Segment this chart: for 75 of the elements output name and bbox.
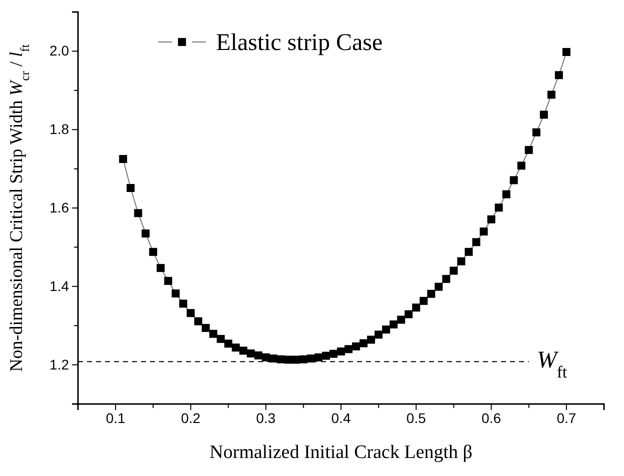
point bbox=[186, 309, 195, 318]
point bbox=[276, 355, 285, 364]
x-tick-label: 0.2 bbox=[180, 410, 201, 426]
point bbox=[164, 276, 172, 285]
point bbox=[412, 304, 420, 312]
y-tick-label: 2.0 bbox=[50, 42, 70, 59]
point bbox=[134, 209, 142, 218]
point bbox=[306, 354, 315, 363]
point bbox=[427, 290, 436, 298]
point bbox=[502, 190, 510, 198]
point bbox=[547, 90, 556, 99]
x-tick-label: 0.4 bbox=[331, 410, 351, 426]
point bbox=[532, 128, 540, 136]
x-tick-label: 0.5 bbox=[406, 410, 426, 426]
y-tick-label: 1.6 bbox=[50, 199, 70, 216]
point bbox=[442, 274, 450, 283]
point bbox=[352, 342, 360, 350]
y-tick-label: 1.8 bbox=[50, 121, 70, 138]
point bbox=[457, 257, 466, 266]
point bbox=[232, 344, 240, 352]
x-tick-label: 0.1 bbox=[106, 410, 126, 426]
point bbox=[337, 347, 345, 356]
point bbox=[397, 316, 406, 324]
point bbox=[480, 228, 488, 236]
point bbox=[209, 330, 218, 338]
point bbox=[292, 356, 300, 364]
point bbox=[562, 48, 570, 56]
point bbox=[420, 296, 428, 305]
point bbox=[540, 110, 548, 119]
point bbox=[119, 155, 128, 163]
point bbox=[494, 204, 503, 212]
point bbox=[524, 146, 533, 154]
ref-line-label: W$_{ft}$ bbox=[536, 348, 568, 382]
point bbox=[450, 266, 458, 275]
point bbox=[142, 229, 150, 238]
point bbox=[269, 354, 278, 363]
point bbox=[390, 320, 398, 328]
legend-label: Elastic strip Case bbox=[216, 30, 383, 56]
point bbox=[284, 356, 292, 364]
point bbox=[202, 324, 210, 332]
x-tick-label: 0.3 bbox=[256, 410, 276, 426]
point bbox=[246, 349, 255, 358]
point bbox=[434, 282, 443, 291]
x-axis-title: Normalized Initial Crack Length β bbox=[210, 442, 472, 463]
point bbox=[472, 238, 480, 246]
point bbox=[224, 340, 232, 348]
x-tick-label: 0.7 bbox=[556, 410, 576, 426]
point bbox=[404, 310, 413, 318]
point bbox=[156, 264, 165, 272]
point bbox=[464, 248, 473, 256]
y-tick-label: 1.2 bbox=[50, 356, 70, 372]
point bbox=[149, 248, 158, 256]
point bbox=[487, 215, 496, 224]
point bbox=[382, 326, 390, 334]
point bbox=[329, 350, 338, 358]
point bbox=[517, 162, 526, 170]
point bbox=[554, 71, 563, 80]
point bbox=[126, 184, 135, 192]
point bbox=[374, 330, 383, 339]
point bbox=[322, 352, 330, 360]
point bbox=[179, 300, 188, 308]
point bbox=[254, 351, 262, 360]
point bbox=[262, 353, 270, 362]
y-tick-label: 1.4 bbox=[50, 278, 70, 294]
point bbox=[344, 345, 353, 354]
point bbox=[314, 353, 322, 362]
point bbox=[299, 355, 308, 364]
point bbox=[172, 289, 180, 298]
point bbox=[216, 334, 225, 343]
point bbox=[360, 339, 368, 348]
x-tick-label: 0.6 bbox=[482, 410, 502, 426]
point bbox=[367, 336, 376, 344]
point bbox=[239, 346, 248, 355]
point bbox=[194, 317, 202, 326]
point bbox=[510, 176, 518, 184]
